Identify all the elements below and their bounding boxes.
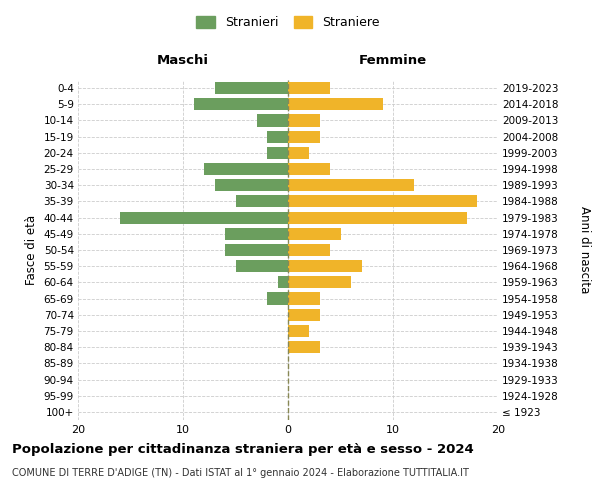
Bar bbox=[225, 244, 288, 256]
Bar bbox=[267, 292, 288, 304]
Bar bbox=[204, 163, 288, 175]
Bar bbox=[235, 196, 288, 207]
Y-axis label: Fasce di età: Fasce di età bbox=[25, 215, 38, 285]
Bar bbox=[225, 228, 288, 240]
Bar bbox=[288, 292, 320, 304]
Bar bbox=[288, 196, 477, 207]
Bar bbox=[288, 308, 320, 321]
Bar bbox=[288, 179, 414, 192]
Bar bbox=[257, 114, 288, 126]
Text: COMUNE DI TERRE D'ADIGE (TN) - Dati ISTAT al 1° gennaio 2024 - Elaborazione TUTT: COMUNE DI TERRE D'ADIGE (TN) - Dati ISTA… bbox=[12, 468, 469, 478]
Bar bbox=[277, 276, 288, 288]
Bar bbox=[288, 244, 330, 256]
Bar bbox=[288, 341, 320, 353]
Legend: Stranieri, Straniere: Stranieri, Straniere bbox=[196, 16, 380, 29]
Bar bbox=[235, 260, 288, 272]
Bar bbox=[288, 325, 309, 337]
Bar bbox=[215, 179, 288, 192]
Text: Popolazione per cittadinanza straniera per età e sesso - 2024: Popolazione per cittadinanza straniera p… bbox=[12, 442, 474, 456]
Bar bbox=[288, 130, 320, 142]
Bar bbox=[288, 98, 383, 110]
Bar bbox=[267, 147, 288, 159]
Bar bbox=[215, 82, 288, 94]
Bar bbox=[288, 276, 351, 288]
Text: Femmine: Femmine bbox=[359, 54, 427, 67]
Bar bbox=[288, 163, 330, 175]
Bar bbox=[193, 98, 288, 110]
Text: Maschi: Maschi bbox=[157, 54, 209, 67]
Bar bbox=[288, 114, 320, 126]
Bar bbox=[267, 130, 288, 142]
Bar bbox=[288, 212, 467, 224]
Bar bbox=[288, 147, 309, 159]
Bar bbox=[120, 212, 288, 224]
Bar bbox=[288, 82, 330, 94]
Bar bbox=[288, 228, 341, 240]
Y-axis label: Anni di nascita: Anni di nascita bbox=[578, 206, 592, 294]
Bar bbox=[288, 260, 361, 272]
